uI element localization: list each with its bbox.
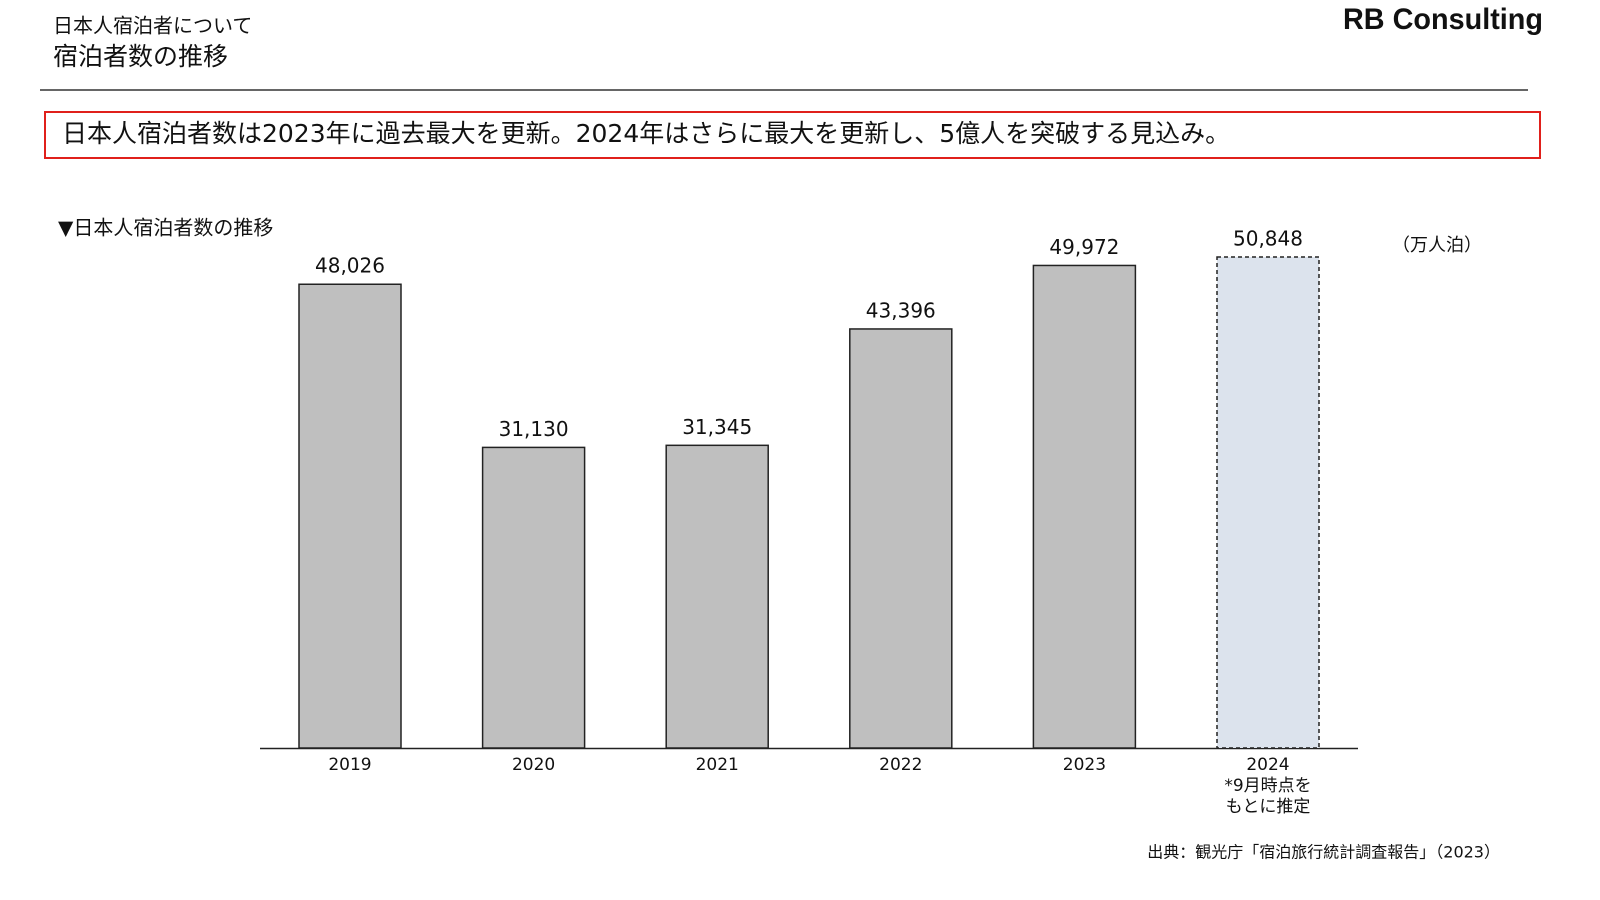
value-label: 43,396 <box>866 298 936 322</box>
x-tick-label: 2022 <box>879 755 922 775</box>
category-note: *9月時点を <box>1224 776 1311 796</box>
value-label: 31,345 <box>682 415 752 439</box>
headline: 日本人宿泊者数は2023年に過去最大を更新。2024年はさらに最大を更新し、5億… <box>62 119 1230 148</box>
title: 宿泊者数の推移 <box>53 42 228 71</box>
headline-box <box>44 111 1541 159</box>
value-label: 48,026 <box>315 254 385 278</box>
bar <box>481 446 586 749</box>
value-label: 31,130 <box>499 417 569 441</box>
bar <box>849 328 953 749</box>
brand: RB Consulting <box>1343 3 1543 36</box>
x-tick-label: 2023 <box>1063 755 1106 775</box>
bar <box>665 444 769 749</box>
bar <box>1216 256 1320 749</box>
x-tick-label: 2020 <box>512 755 555 775</box>
value-label: 49,972 <box>1049 235 1119 259</box>
category-note: もとに推定 <box>1226 797 1311 817</box>
bar <box>1032 264 1137 749</box>
unit-label: （万人泊） <box>1392 235 1482 256</box>
chart-title: ▼日本人宿泊者数の推移 <box>58 216 273 240</box>
bar <box>298 283 402 749</box>
value-label: 50,848 <box>1233 227 1303 251</box>
x-tick-label: 2019 <box>328 755 371 775</box>
x-tick-label: 2021 <box>696 755 739 775</box>
subtitle: 日本人宿泊者について <box>53 14 252 38</box>
source: 出典：観光庁「宿泊旅行統計調査報告」（2023） <box>1147 843 1500 862</box>
x-tick-label: 2024 <box>1246 755 1289 775</box>
